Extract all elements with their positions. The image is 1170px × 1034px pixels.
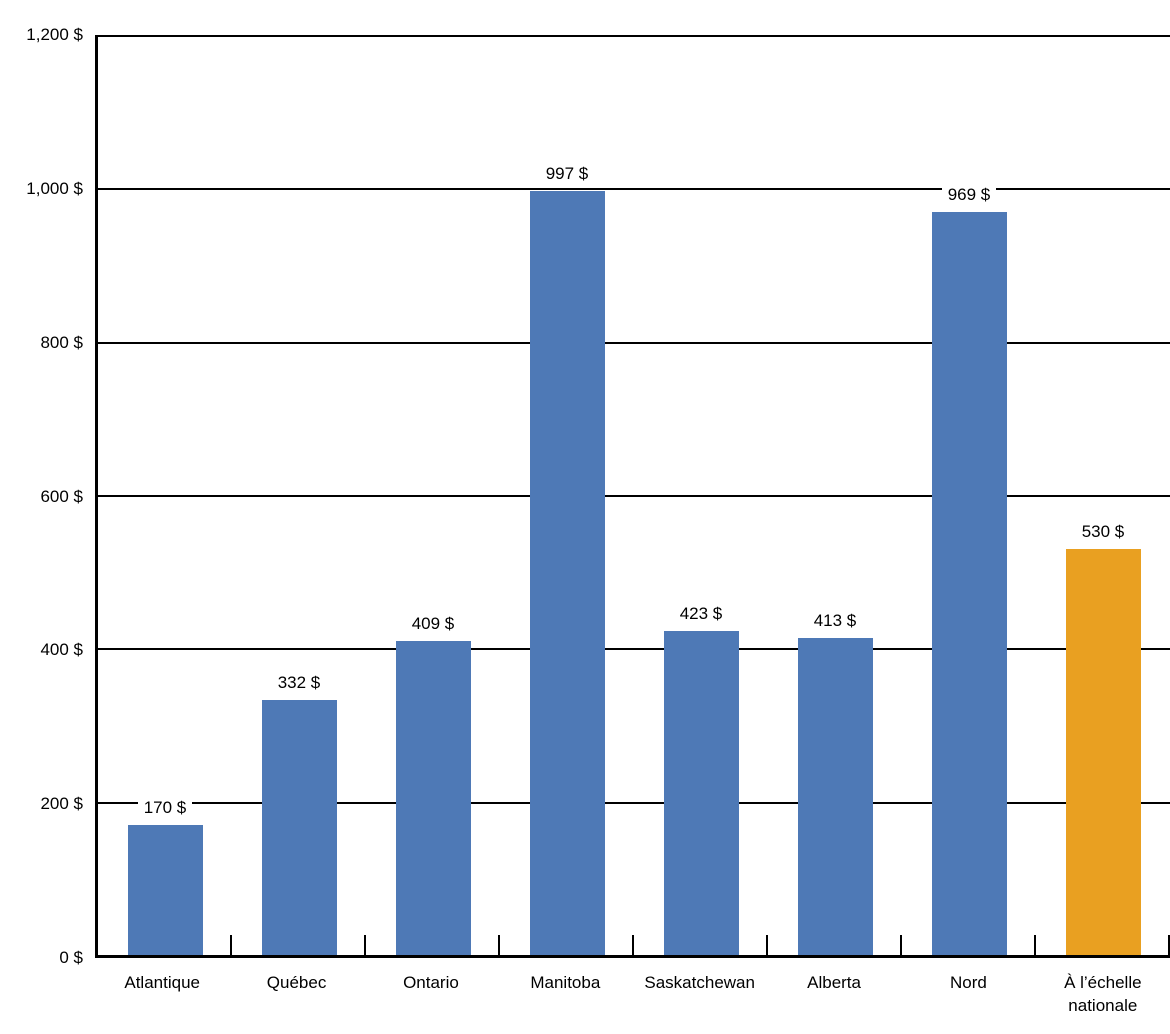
x-tick-mark bbox=[498, 935, 500, 955]
gridline-1000 bbox=[98, 188, 1170, 191]
x-category-label: Ontario bbox=[403, 973, 459, 992]
y-tick-label: 0 $ bbox=[59, 948, 83, 967]
x-tick-mark bbox=[230, 935, 232, 955]
bar-value-label: 413 $ bbox=[807, 611, 863, 632]
x-category-label: Manitoba bbox=[530, 973, 601, 992]
gridline-400 bbox=[98, 648, 1170, 651]
x-tick-mark bbox=[1168, 935, 1170, 955]
bar-value-label: 423 $ bbox=[673, 603, 729, 624]
x-tick-mark bbox=[632, 935, 634, 955]
bar-slot-7: 530 $ bbox=[1036, 35, 1170, 955]
gridline-800 bbox=[98, 341, 1170, 344]
bar-slot-4: 423 $ bbox=[634, 35, 768, 955]
x-tick-mark bbox=[900, 935, 902, 955]
bar-slot-0: 170 $ bbox=[98, 35, 232, 955]
bar-3 bbox=[529, 190, 605, 955]
gridline-1200 bbox=[98, 35, 1170, 37]
x-category-label: Québec bbox=[266, 973, 327, 992]
bar-slot-2: 409 $ bbox=[366, 35, 500, 955]
y-tick-label: 200 $ bbox=[40, 794, 83, 814]
x-tick-mark bbox=[766, 935, 768, 955]
bar-slot-1: 332 $ bbox=[232, 35, 366, 955]
bar-2 bbox=[395, 641, 471, 955]
x-category-label: Nord bbox=[950, 973, 987, 992]
y-tick-label: 400 $ bbox=[40, 640, 83, 660]
bar-value-label: 530 $ bbox=[1075, 521, 1131, 542]
x-axis-labels: Atlantique Québec Ontario Manitoba Saskatche… bbox=[95, 972, 1170, 1018]
bar-5 bbox=[797, 638, 873, 955]
gridline-200 bbox=[98, 801, 1170, 804]
grid-layer bbox=[98, 35, 1170, 955]
bar-7 bbox=[1065, 548, 1141, 955]
y-tick-label: 800 $ bbox=[40, 332, 83, 352]
bar-value-label: 170 $ bbox=[137, 797, 193, 818]
bar-value-label: 332 $ bbox=[271, 673, 327, 694]
bar-1 bbox=[261, 700, 337, 955]
bar-value-label: 409 $ bbox=[405, 614, 461, 635]
bar-slot-6: 969 $ bbox=[902, 35, 1036, 955]
x-category-label: Alberta bbox=[807, 973, 861, 992]
y-tick-label: 1,000 $ bbox=[26, 178, 83, 198]
x-category-label: Saskatchewan bbox=[644, 973, 755, 992]
bar-slot-3: 997 $ bbox=[500, 35, 634, 955]
plot-area: 170 $ 332 $ 409 $ 997 $ 423 $ 413 $ 969 $ 530 $ bbox=[95, 35, 1170, 958]
bar-4 bbox=[663, 630, 739, 955]
x-category-label: Atlantique bbox=[124, 973, 200, 992]
bar-0 bbox=[127, 824, 203, 955]
bar-value-label: 997 $ bbox=[539, 163, 595, 184]
bar-slot-5: 413 $ bbox=[768, 35, 902, 955]
gridline-600 bbox=[98, 495, 1170, 497]
x-tick-mark bbox=[364, 935, 366, 955]
y-axis-labels: 0 $ 200 $ 400 $ 600 $ 800 $ 1,000 $ 1,200 $ bbox=[0, 25, 83, 967]
y-tick-label: 600 $ bbox=[40, 486, 83, 506]
x-category-label: À l’échelle nationale bbox=[1064, 973, 1142, 1015]
bar-value-label: 969 $ bbox=[941, 185, 997, 206]
y-tick-label: 1,200 $ bbox=[26, 25, 83, 44]
bars-layer: 170 $ 332 $ 409 $ 997 $ 423 $ 413 $ 969 $ 530 $ bbox=[98, 35, 1170, 955]
bar-6 bbox=[931, 212, 1007, 955]
x-tick-mark bbox=[1034, 935, 1036, 955]
